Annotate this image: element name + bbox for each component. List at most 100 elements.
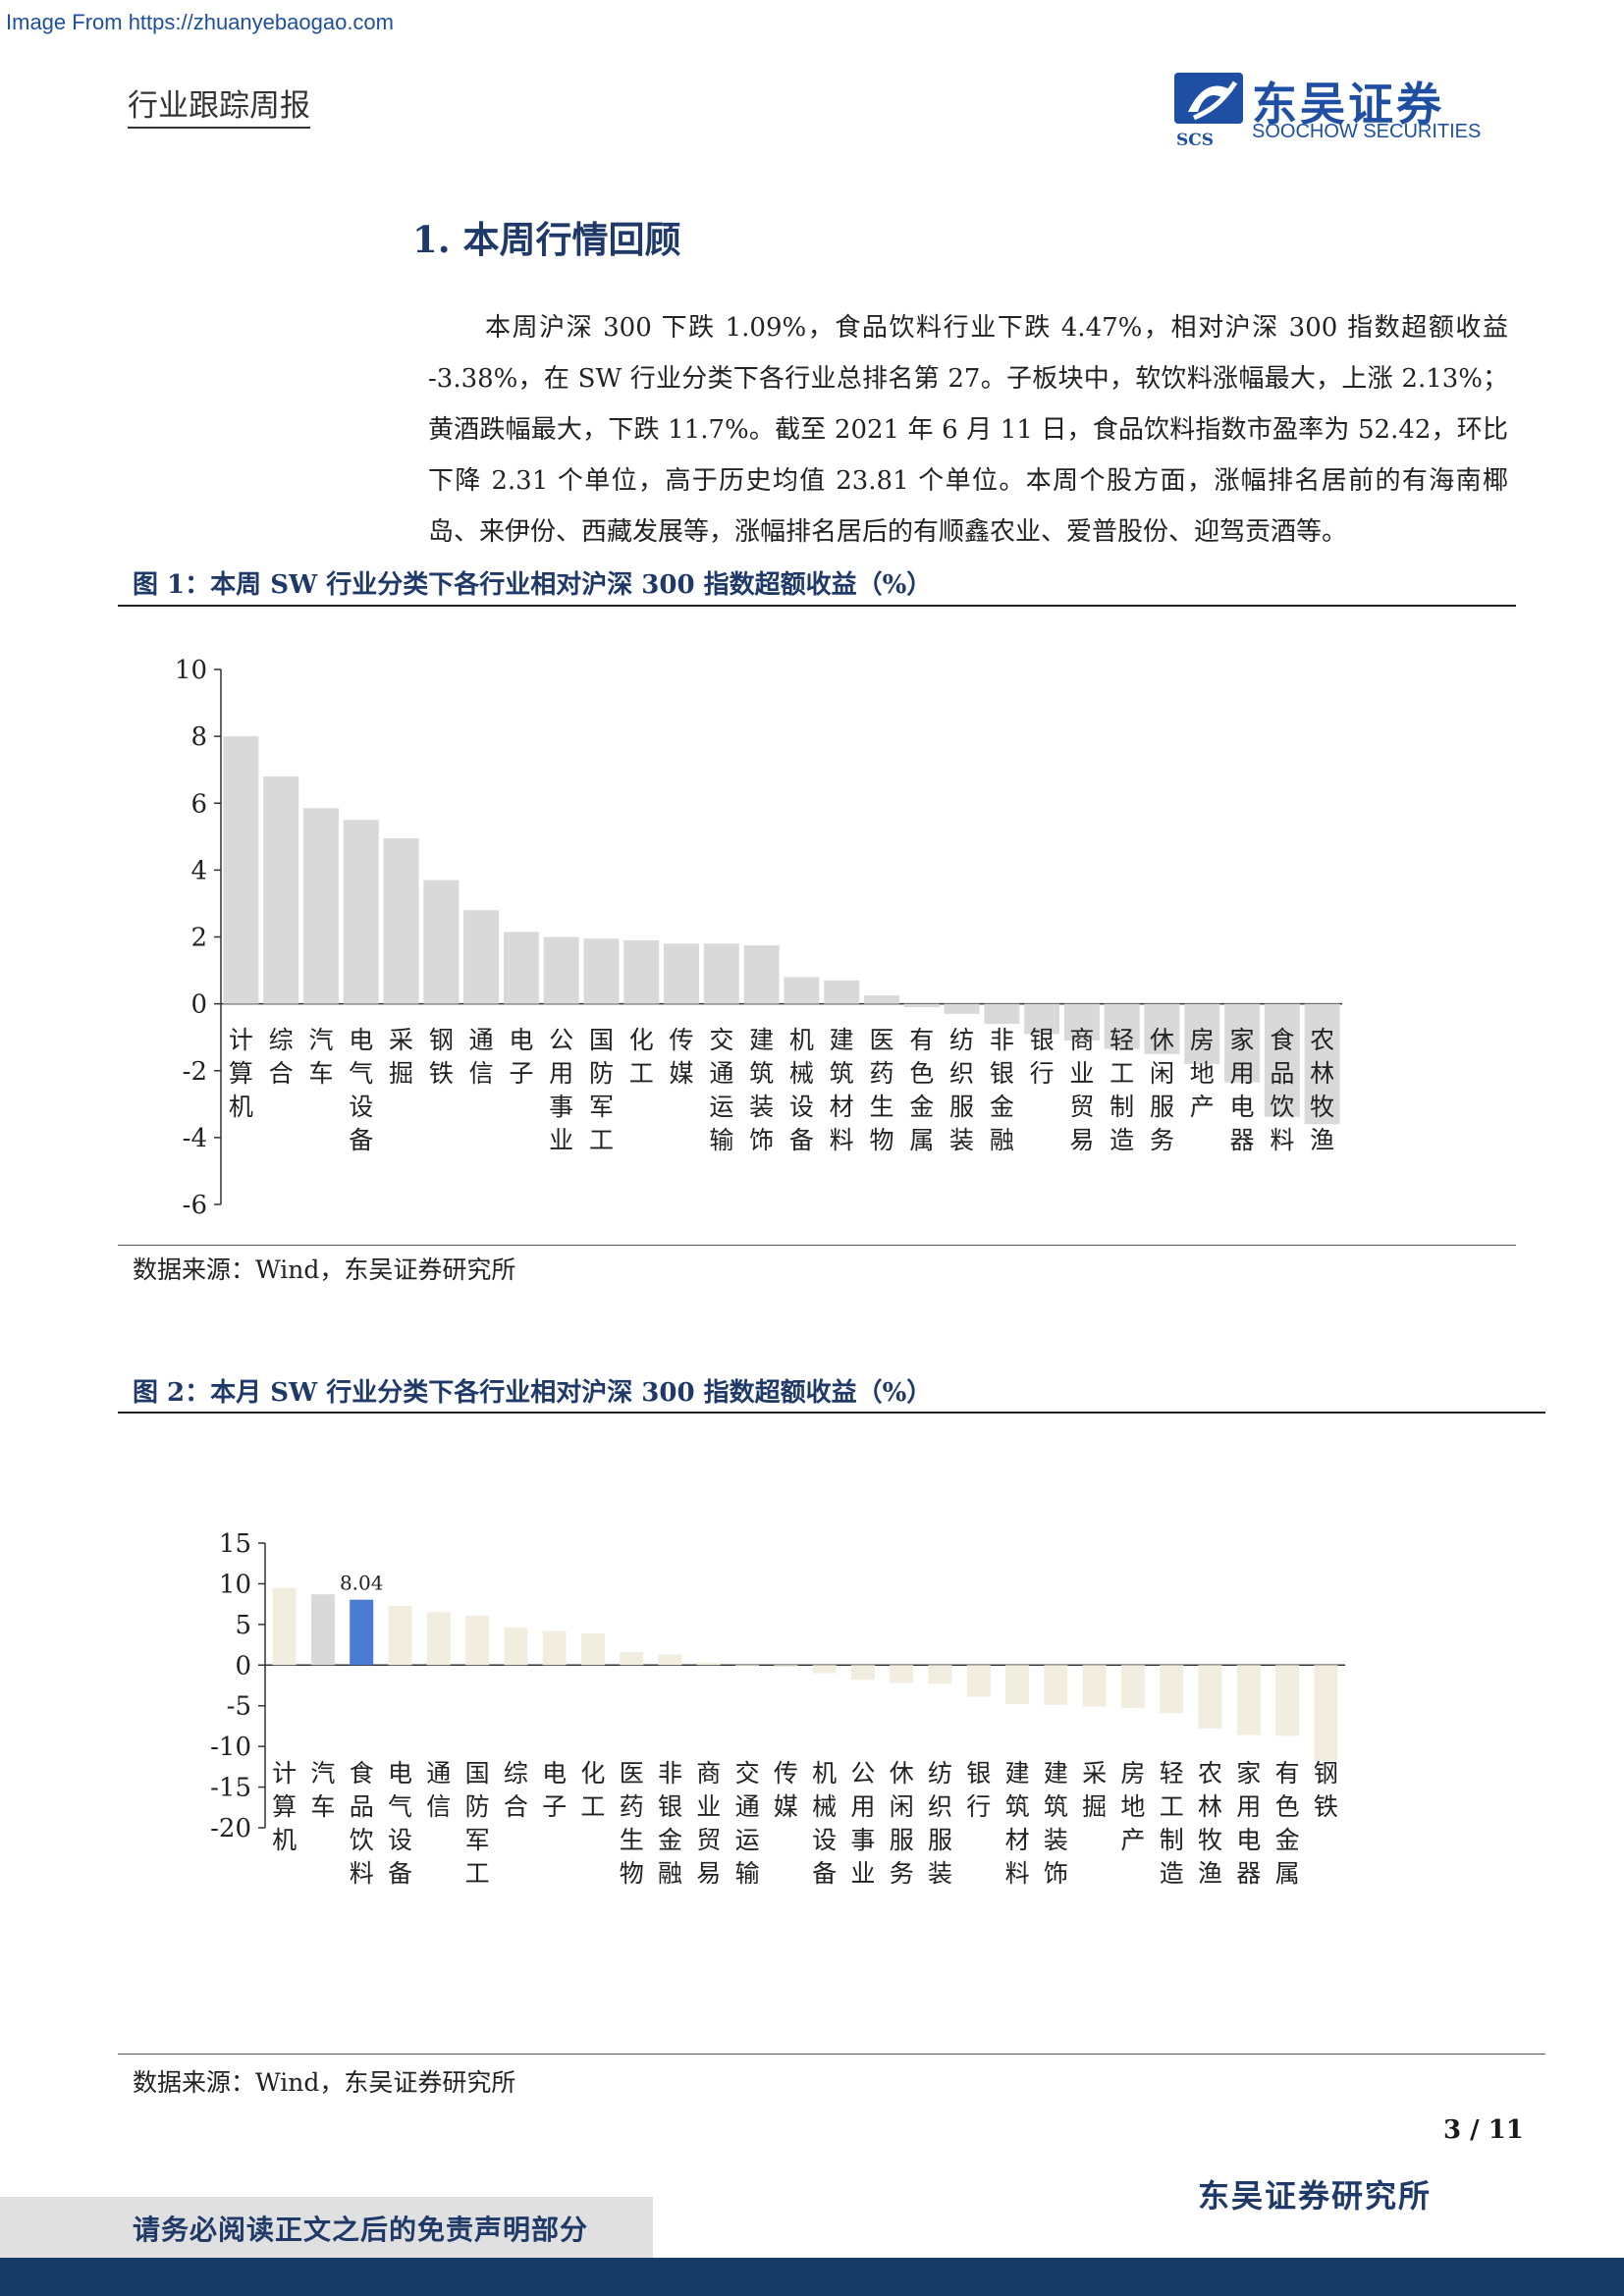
company-logo: SCS — [1174, 73, 1243, 150]
logo-mark-text: SCS — [1176, 131, 1214, 150]
y-tick-label: 0 — [190, 990, 207, 1020]
bar-15 — [850, 1665, 875, 1681]
figure-1-source: 数据来源：Wind，东吴证券研究所 — [133, 1255, 516, 1284]
disclaimer-box — [0, 2197, 653, 2258]
category-label: 食品饮料 — [350, 1759, 374, 1888]
bar-4 — [383, 838, 419, 1004]
bar-1 — [263, 776, 299, 1004]
bar-5 — [465, 1615, 490, 1666]
bar-27 — [1304, 1003, 1340, 1125]
category-label: 银行 — [966, 1759, 991, 1821]
category-label: 通信 — [426, 1759, 451, 1821]
category-label: 采掘 — [389, 1026, 413, 1088]
bar-16 — [863, 995, 899, 1004]
category-label: 电子 — [509, 1026, 533, 1088]
bar-26 — [1264, 1003, 1300, 1117]
logo-mark-icon — [1174, 73, 1243, 124]
bar-16 — [890, 1665, 914, 1683]
y-tick-label: -10 — [210, 1733, 251, 1762]
bar-10 — [658, 1654, 682, 1666]
page-number: 3 / 11 — [1443, 2115, 1524, 2145]
category-label: 商业贸易 — [1069, 1026, 1094, 1154]
category-label: 银行 — [1030, 1026, 1055, 1088]
y-tick-label: -20 — [210, 1814, 251, 1843]
bar-21 — [1063, 1003, 1100, 1041]
footer-bar — [0, 2258, 1624, 2296]
category-label: 建筑装饰 — [749, 1026, 774, 1154]
bar-14 — [812, 1665, 837, 1674]
category-label: 传媒 — [774, 1759, 798, 1821]
figure-1-top-rule — [118, 605, 1516, 607]
category-label: 轻工制造 — [1160, 1759, 1184, 1888]
bar-18 — [944, 1003, 980, 1014]
category-label: 医药生物 — [620, 1759, 644, 1888]
y-tick-label: 10 — [219, 1570, 251, 1599]
bar-6 — [504, 1628, 528, 1666]
figure-2-bottom-rule — [118, 2054, 1545, 2055]
y-tick-label: 5 — [235, 1611, 251, 1640]
category-label: 采掘 — [1082, 1759, 1107, 1821]
category-label: 交通运输 — [709, 1026, 733, 1154]
y-tick-label: 4 — [190, 856, 207, 885]
y-tick-label: -4 — [183, 1124, 207, 1153]
bar-10 — [623, 939, 660, 1004]
bar-17 — [903, 1003, 940, 1008]
category-label: 有色金属 — [1275, 1759, 1300, 1888]
figure-2-chart: 15 10 5 0 -5 -10 -15 -20 8.04 计算机汽车食品饮料电气设备通信国防军工… — [210, 1529, 1345, 1888]
category-label: 房地产 — [1190, 1026, 1215, 1121]
bar-11 — [696, 1662, 721, 1666]
bar-23 — [1160, 1665, 1184, 1714]
summary-paragraph: 本周沪深 300 下跌 1.09%，食品饮料行业下跌 4.47%，相对沪深 30… — [428, 302, 1508, 558]
watermark-text: Image From https://zhuanyebaogao.com — [6, 10, 394, 34]
y-tick-label: 8 — [190, 722, 207, 752]
bar-19 — [1005, 1665, 1030, 1705]
bar-25 — [1224, 1003, 1261, 1083]
bar-22 — [1120, 1665, 1145, 1709]
category-label: 有色金属 — [909, 1026, 934, 1154]
category-label: 机械设备 — [812, 1759, 837, 1888]
category-label: 化工 — [629, 1026, 654, 1088]
y-tick-label: 0 — [235, 1651, 251, 1681]
section-title: 1. 本周行情回顾 — [412, 218, 681, 261]
bar-7 — [503, 932, 539, 1004]
category-label: 纺织服装 — [928, 1759, 952, 1888]
y-tick-label: 15 — [219, 1529, 251, 1559]
category-label: 综合 — [269, 1026, 294, 1088]
category-label: 家用电器 — [1236, 1759, 1261, 1888]
data-label: 8.04 — [340, 1572, 384, 1595]
figure-1-bottom-rule — [118, 1245, 1516, 1246]
bar-6 — [463, 910, 500, 1004]
bar-22 — [1104, 1003, 1140, 1049]
bar-20 — [1024, 1003, 1060, 1035]
category-label: 计算机 — [272, 1759, 297, 1854]
bar-25 — [1236, 1665, 1261, 1735]
bar-3 — [343, 820, 379, 1004]
category-label: 商业贸易 — [696, 1759, 721, 1888]
bar-24 — [1198, 1665, 1222, 1729]
category-label: 非银金融 — [990, 1026, 1014, 1154]
figure-2-source: 数据来源：Wind，东吴证券研究所 — [133, 2068, 516, 2097]
bar-8 — [543, 936, 579, 1004]
bar-9 — [583, 938, 620, 1004]
category-label: 通信 — [469, 1026, 494, 1088]
category-label: 家用电器 — [1230, 1026, 1255, 1154]
figure-2-title: 图 2：本月 SW 行业分类下各行业相对沪深 300 指数超额收益（%） — [133, 1378, 933, 1408]
y-tick-label: -6 — [183, 1191, 207, 1220]
bar-27 — [1314, 1665, 1338, 1762]
category-label: 汽车 — [310, 1759, 335, 1821]
bar-15 — [824, 980, 860, 1004]
category-label: 休闲服务 — [890, 1759, 914, 1888]
bar-13 — [774, 1665, 798, 1667]
bar-24 — [1184, 1003, 1220, 1064]
bar-8 — [580, 1632, 605, 1666]
figure-1-chart: 10 8 6 4 2 0 -2 -4 -6 计算机综合汽车电气设备采掘钢铁通信电子公用事业国防军工… — [175, 656, 1342, 1220]
disclaimer-text: 请务必阅读正文之后的免责声明部分 — [133, 2214, 589, 2246]
category-label: 休闲服务 — [1150, 1026, 1174, 1154]
category-label: 房地产 — [1120, 1759, 1145, 1854]
category-label: 纺织服装 — [949, 1026, 974, 1154]
category-label: 化工 — [580, 1759, 605, 1821]
bar-20 — [1044, 1665, 1068, 1705]
bar-2 — [302, 808, 339, 1004]
category-label: 公用事业 — [549, 1026, 573, 1154]
category-label: 国防军工 — [589, 1026, 614, 1154]
